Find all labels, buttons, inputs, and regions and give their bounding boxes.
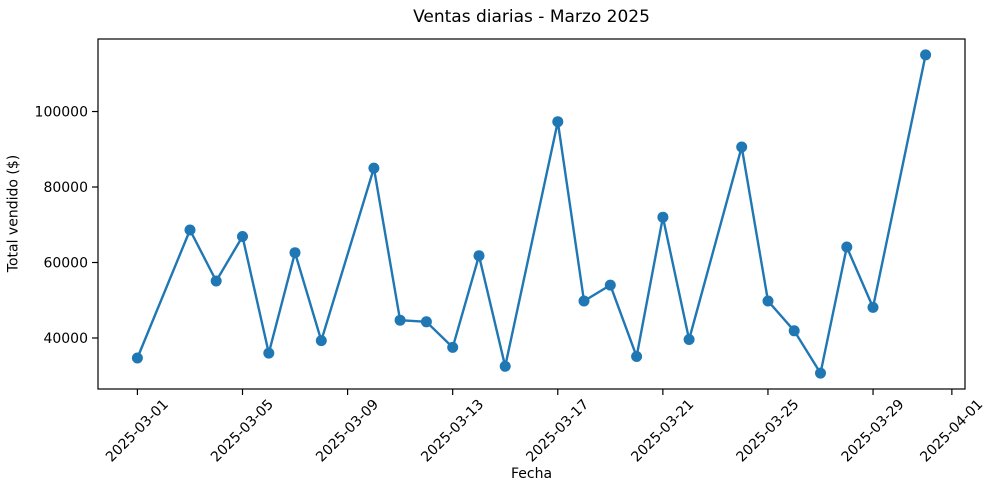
data-point-marker — [473, 250, 485, 262]
data-point-marker — [657, 211, 669, 223]
y-tick-label: 40000 — [43, 331, 88, 347]
x-tick-label: 2025-03-17 — [523, 397, 592, 466]
x-axis-label: Fecha — [510, 466, 553, 482]
x-tick-label: 2025-03-05 — [208, 397, 277, 466]
x-tick-label: 2025-03-29 — [839, 397, 908, 466]
chart-title: Ventas diarias - Marzo 2025 — [413, 7, 650, 27]
y-tick-label: 60000 — [43, 256, 88, 272]
x-tick-label: 2025-04-01 — [917, 397, 986, 466]
y-tick-label: 80000 — [43, 180, 88, 196]
data-point-marker — [920, 49, 932, 61]
data-point-marker — [131, 352, 143, 364]
data-point-marker — [237, 231, 248, 242]
data-point-marker — [788, 325, 800, 337]
data-point-marker — [315, 335, 327, 347]
data-point-marker — [841, 241, 853, 253]
x-tick-label: 2025-03-13 — [418, 397, 487, 466]
x-tick-label: 2025-03-25 — [734, 397, 803, 466]
data-point-marker — [604, 279, 616, 291]
x-tick-label: 2025-03-09 — [313, 397, 382, 466]
data-point-marker — [762, 295, 774, 307]
data-point-marker — [578, 295, 590, 307]
data-point-marker — [420, 316, 432, 328]
data-point-marker — [184, 224, 196, 236]
y-tick-label: 100000 — [35, 105, 88, 121]
data-point-marker — [210, 275, 222, 287]
data-point-marker — [447, 341, 459, 353]
data-point-marker — [499, 360, 511, 372]
data-point-marker — [552, 116, 564, 128]
data-point-marker — [736, 141, 748, 153]
data-point-marker — [815, 367, 826, 379]
data-point-marker — [394, 314, 406, 326]
data-point-marker — [263, 347, 275, 359]
data-point-marker — [867, 301, 879, 313]
x-tick-label: 2025-03-21 — [628, 397, 697, 466]
data-point-marker — [631, 351, 643, 362]
x-tick-label: 2025-03-01 — [103, 397, 172, 466]
data-point-marker — [368, 162, 380, 174]
axes-frame — [97, 38, 966, 390]
sales-line — [136, 53, 927, 375]
data-point-marker — [683, 334, 695, 345]
data-point-marker — [289, 247, 301, 259]
